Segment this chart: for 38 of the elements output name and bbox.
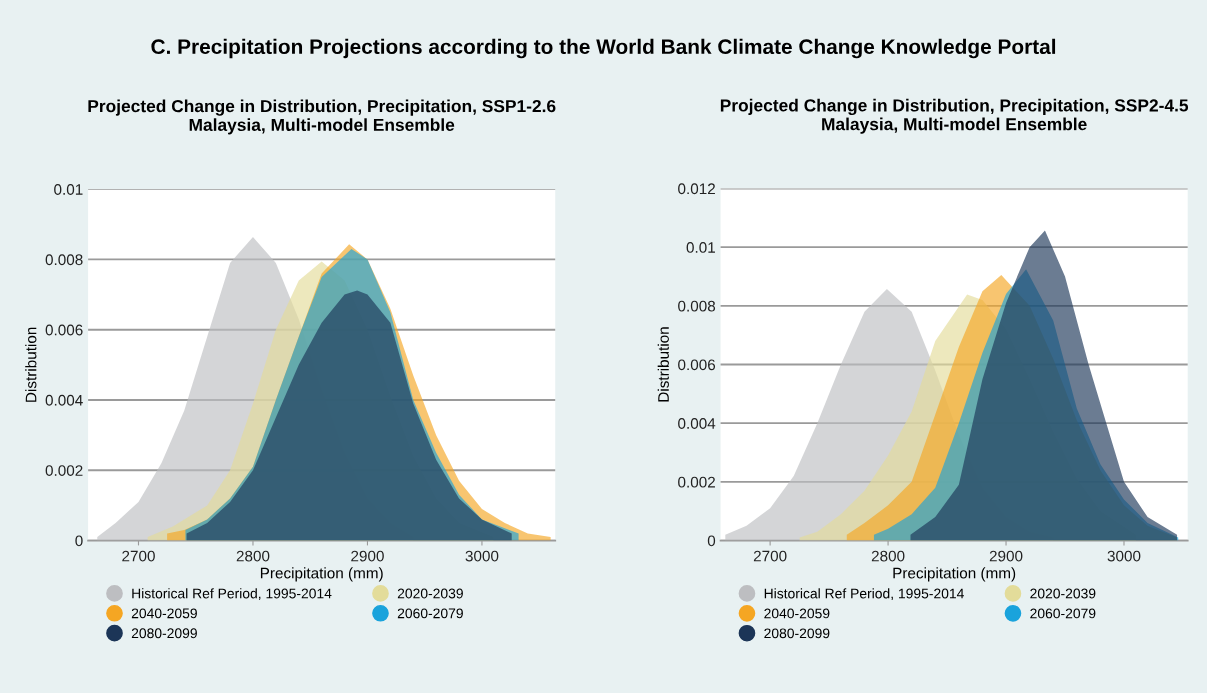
y-tick-label: 0.012 xyxy=(678,183,715,195)
y-axis-title: Distribution xyxy=(25,327,37,402)
y-tick-label: 0.008 xyxy=(678,300,716,312)
x-axis-title: Precipitation (mm) xyxy=(893,567,1016,582)
legend-label: 2020-2039 xyxy=(397,588,463,599)
x-tick-label: 2700 xyxy=(122,550,155,562)
legend-label: 2040-2059 xyxy=(131,608,197,619)
x-tick-label: 2900 xyxy=(351,550,384,562)
y-tick-label: 0.006 xyxy=(678,359,716,371)
x-tick-label: 3000 xyxy=(1107,550,1141,562)
y-axis-title: Distribution xyxy=(657,327,669,402)
y-tick-label: 0.004 xyxy=(678,418,716,429)
chart-title: Projected Change in Distribution, Precipitation, SSP2-4.5 Malaysia, Multi-model Ensemble xyxy=(720,98,1189,134)
legend-label: 2060-2079 xyxy=(1030,608,1096,619)
y-tick-label: 0.002 xyxy=(45,465,83,476)
legend-label: 2080-2099 xyxy=(764,628,830,639)
x-tick-label: 2800 xyxy=(871,550,905,562)
y-tick-label: 0 xyxy=(707,535,716,547)
legend-label: 2060-2079 xyxy=(397,608,463,619)
legend-label: 2020-2039 xyxy=(1030,588,1096,599)
y-tick-label: 0.004 xyxy=(45,394,83,406)
x-tick-label: 2700 xyxy=(753,550,787,562)
chart-title: Projected Change in Distribution, Precipitation, SSP1-2.6 Malaysia, Multi-model Ensemble xyxy=(88,99,556,135)
x-tick-label: 3000 xyxy=(465,550,499,562)
x-axis-title: Precipitation (mm) xyxy=(260,567,383,582)
text: C. Precipitation Projections according to the World Bank Climate Change Knowledge Portal xyxy=(151,38,1056,59)
y-tick-label: 0.01 xyxy=(686,242,715,253)
y-tick-label: 0.002 xyxy=(678,476,715,488)
y-tick-label: 0.006 xyxy=(45,324,83,336)
legend-label: Historical Ref Period, 1995-2014 xyxy=(132,588,332,601)
y-tick-label: 0.008 xyxy=(45,254,83,266)
y-tick-label: 0.01 xyxy=(54,184,83,195)
x-tick-label: 2800 xyxy=(236,550,270,562)
legend-label: 2040-2059 xyxy=(764,608,830,619)
legend-label: 2080-2099 xyxy=(131,628,197,639)
x-tick-label: 2900 xyxy=(989,550,1023,562)
legend-label: Historical Ref Period, 1995-2014 xyxy=(764,588,964,601)
y-tick-label: 0 xyxy=(75,535,83,547)
